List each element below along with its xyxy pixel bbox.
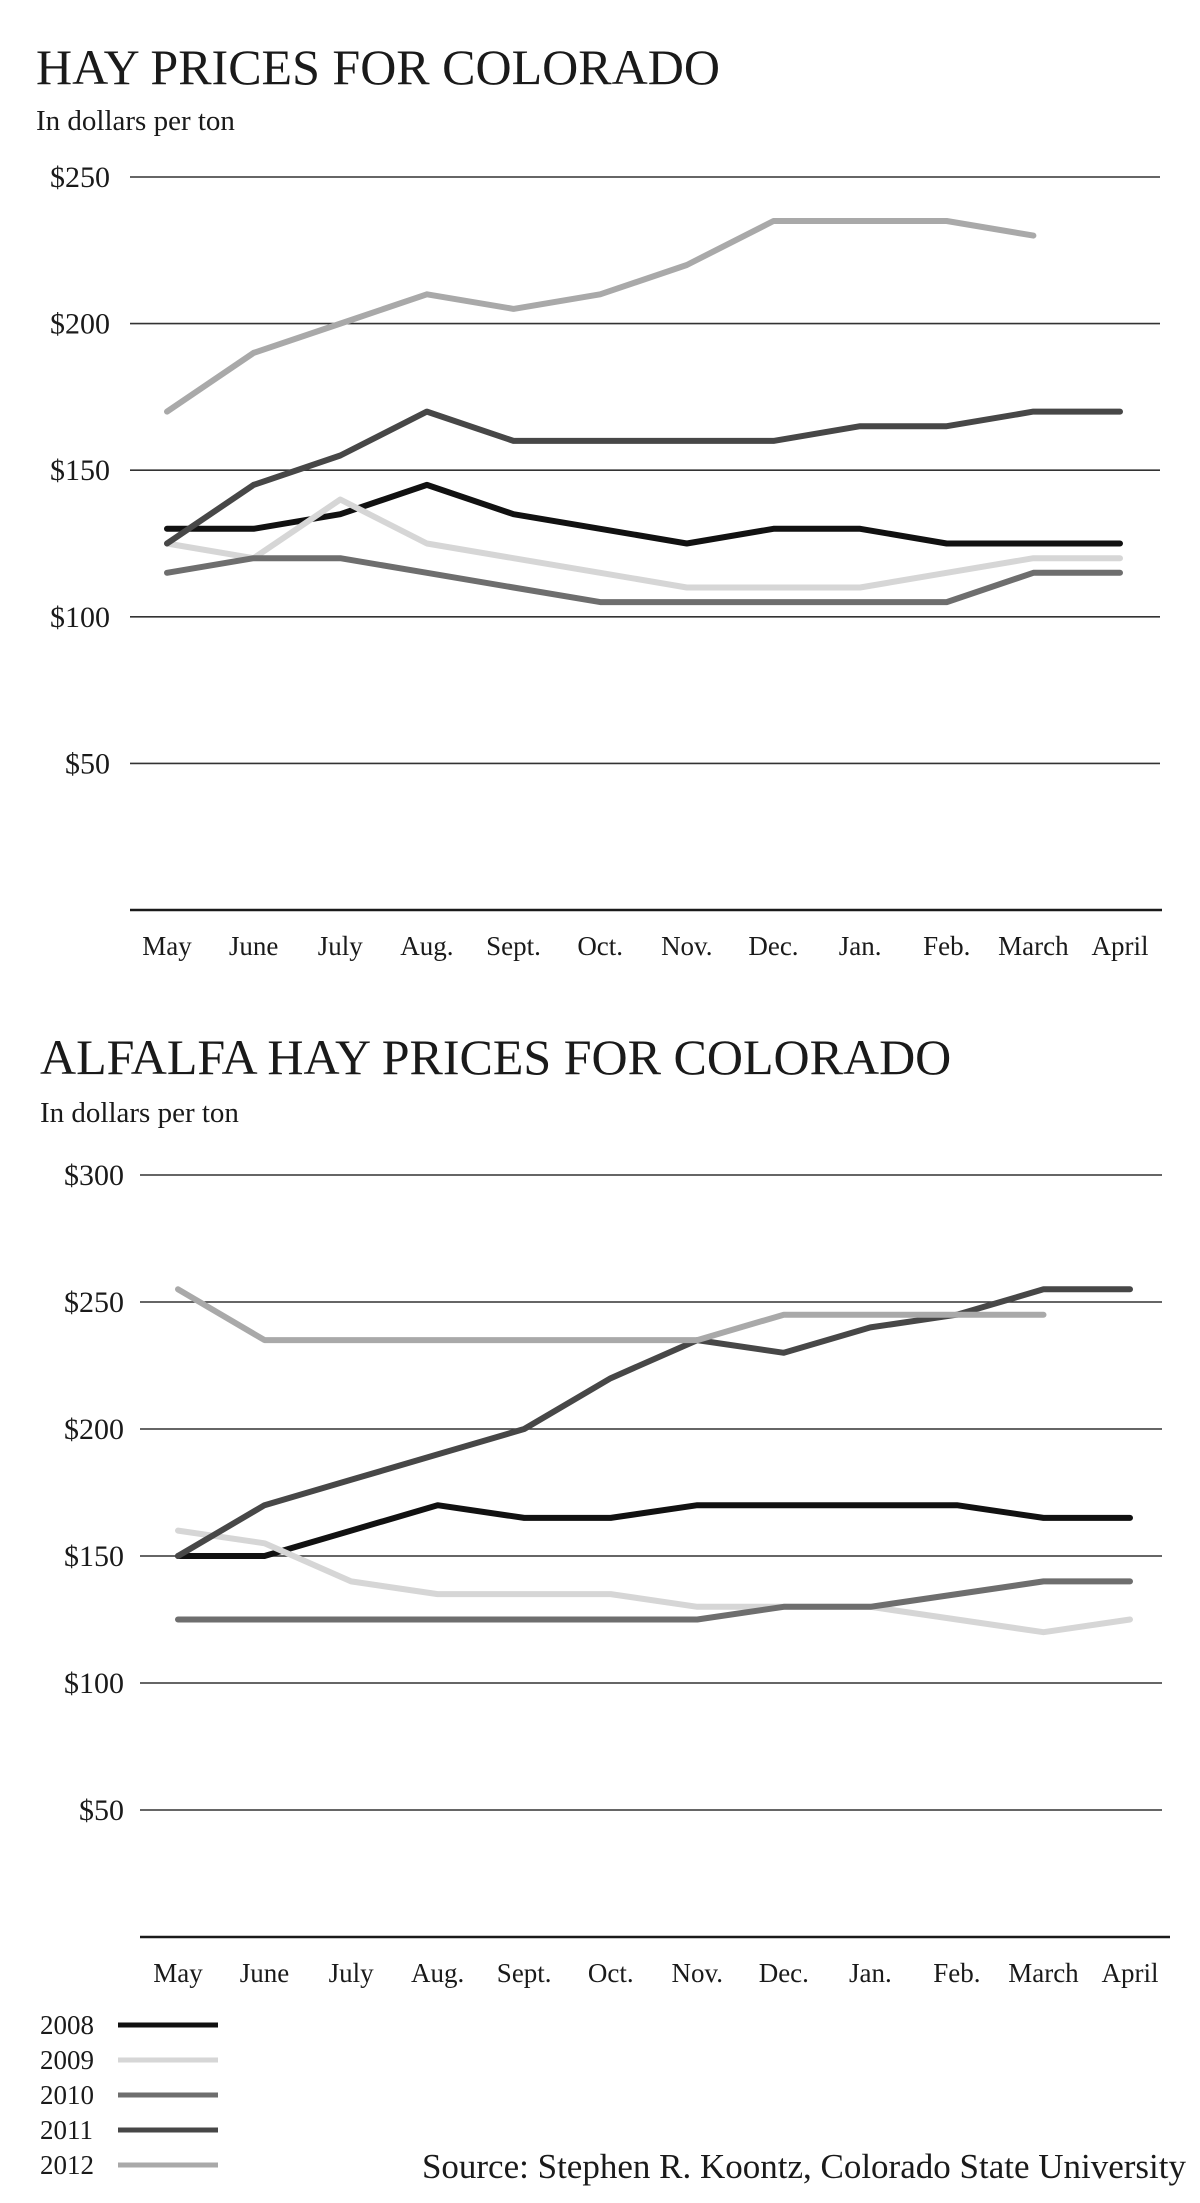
legend-label: 2009	[40, 2045, 94, 2075]
x-tick-label: Nov.	[672, 1958, 724, 1988]
x-tick-label: Jan.	[839, 931, 882, 961]
y-tick-label: $50	[79, 1794, 124, 1827]
y-tick-label: $50	[65, 747, 110, 780]
x-tick-label: Dec.	[748, 931, 798, 961]
chart-title: ALFALFA HAY PRICES FOR COLORADO	[40, 1029, 951, 1085]
y-tick-label: $200	[50, 308, 110, 341]
chart-title: HAY PRICES FOR COLORADO	[36, 39, 720, 95]
alfalfa-hay-prices-chart: ALFALFA HAY PRICES FOR COLORADO In dolla…	[40, 1029, 1170, 1988]
x-tick-label: March	[998, 931, 1069, 961]
series-line-2009	[164, 496, 1123, 591]
x-tick-label: April	[1092, 931, 1149, 961]
hay-prices-chart: HAY PRICES FOR COLORADO In dollars per t…	[36, 39, 1162, 961]
y-tick-label: $250	[64, 1286, 124, 1319]
legend: 2008 2009 2010 2011 2012	[40, 2010, 218, 2180]
x-tick-label: Feb.	[933, 1958, 980, 1988]
series-line-2012	[175, 1286, 1047, 1344]
y-tick-label: $200	[64, 1413, 124, 1446]
series-line-2009	[175, 1527, 1133, 1636]
series-line-2011	[164, 408, 1123, 547]
x-tick-label: Nov.	[661, 931, 713, 961]
legend-label: 2012	[40, 2150, 94, 2180]
y-tick-label: $250	[50, 161, 110, 194]
x-tick-label: May	[142, 931, 192, 961]
x-tick-label: Aug.	[400, 931, 453, 961]
x-tick-label: Dec.	[759, 1958, 809, 1988]
y-tick-label: $150	[64, 1540, 124, 1573]
series-line-2010	[164, 555, 1123, 606]
x-tick-label: July	[329, 1958, 375, 1988]
x-tick-label: Feb.	[923, 931, 970, 961]
y-tick-label: $100	[50, 601, 110, 634]
y-tick-label: $100	[64, 1667, 124, 1700]
x-tick-label: June	[229, 931, 279, 961]
x-tick-label: Jan.	[849, 1958, 892, 1988]
y-tick-label: $300	[64, 1159, 124, 1192]
chart-subtitle: In dollars per ton	[36, 105, 235, 137]
x-tick-label: March	[1008, 1958, 1079, 1988]
x-tick-label: Oct.	[577, 931, 623, 961]
series-line-2012	[164, 218, 1037, 415]
series-line-2010	[175, 1578, 1133, 1623]
x-tick-label: Sept.	[486, 931, 541, 961]
x-tick-label: April	[1102, 1958, 1159, 1988]
series-line-2008	[164, 481, 1123, 547]
x-tick-label: June	[240, 1958, 290, 1988]
source-note: Source: Stephen R. Koontz, Colorado Stat…	[422, 2147, 1187, 2186]
legend-label: 2011	[40, 2115, 93, 2145]
legend-label: 2010	[40, 2080, 94, 2110]
x-tick-label: Sept.	[497, 1958, 552, 1988]
legend-label: 2008	[40, 2010, 94, 2040]
x-tick-label: May	[153, 1958, 203, 1988]
x-tick-label: Aug.	[411, 1958, 464, 1988]
x-tick-label: Oct.	[588, 1958, 634, 1988]
y-tick-label: $150	[50, 454, 110, 487]
x-tick-label: July	[318, 931, 364, 961]
chart-subtitle: In dollars per ton	[40, 1097, 239, 1129]
series-line-2008	[175, 1502, 1133, 1559]
series-line-2011	[175, 1286, 1133, 1559]
